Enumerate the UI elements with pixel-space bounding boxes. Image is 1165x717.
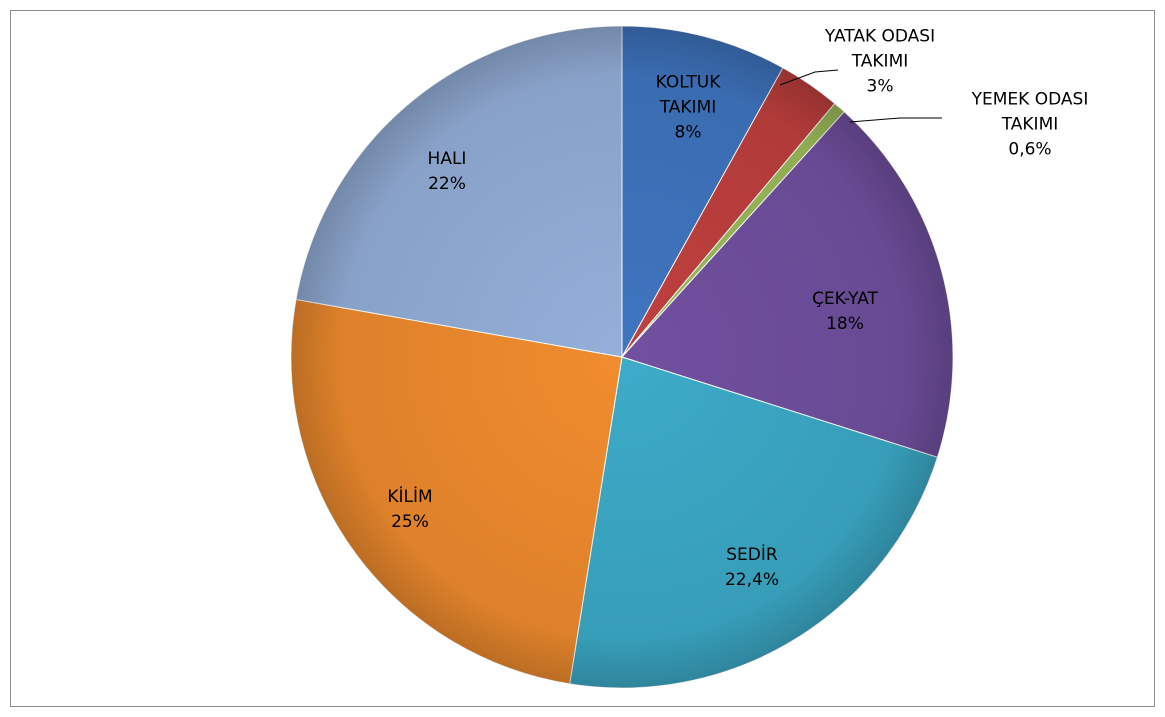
category-label: YATAK ODASI TAKIMI [824, 26, 936, 72]
slice-label: HALI 22% [392, 147, 502, 197]
slice-label: KİLİM 25% [355, 485, 465, 535]
slice-label: KOLTUK TAKIMI 8% [633, 71, 743, 146]
value-label: 25% [391, 512, 429, 532]
value-label: 22,4% [724, 570, 779, 590]
leader-line [849, 117, 942, 123]
category-label: SEDİR [726, 545, 778, 565]
category-label: KOLTUK TAKIMI [655, 72, 721, 118]
value-label: 18% [826, 314, 864, 334]
slice-label: YEMEK ODASI TAKIMI 0,6% [945, 88, 1115, 163]
value-label: 8% [674, 122, 702, 143]
category-label: YEMEK ODASI TAKIMI [971, 89, 1089, 135]
value-label: 3% [866, 76, 894, 97]
value-label: 0,6% [1008, 139, 1052, 160]
slice-label: YATAK ODASI TAKIMI 3% [810, 25, 950, 100]
category-label: ÇEK-YAT [812, 289, 878, 309]
slice-label: SEDİR 22,4% [697, 543, 807, 593]
category-label: HALI [427, 149, 467, 169]
category-label: KİLİM [387, 487, 433, 507]
leader-line [779, 69, 839, 86]
value-label: 22% [428, 174, 466, 194]
slice-label: ÇEK-YAT 18% [790, 287, 900, 337]
